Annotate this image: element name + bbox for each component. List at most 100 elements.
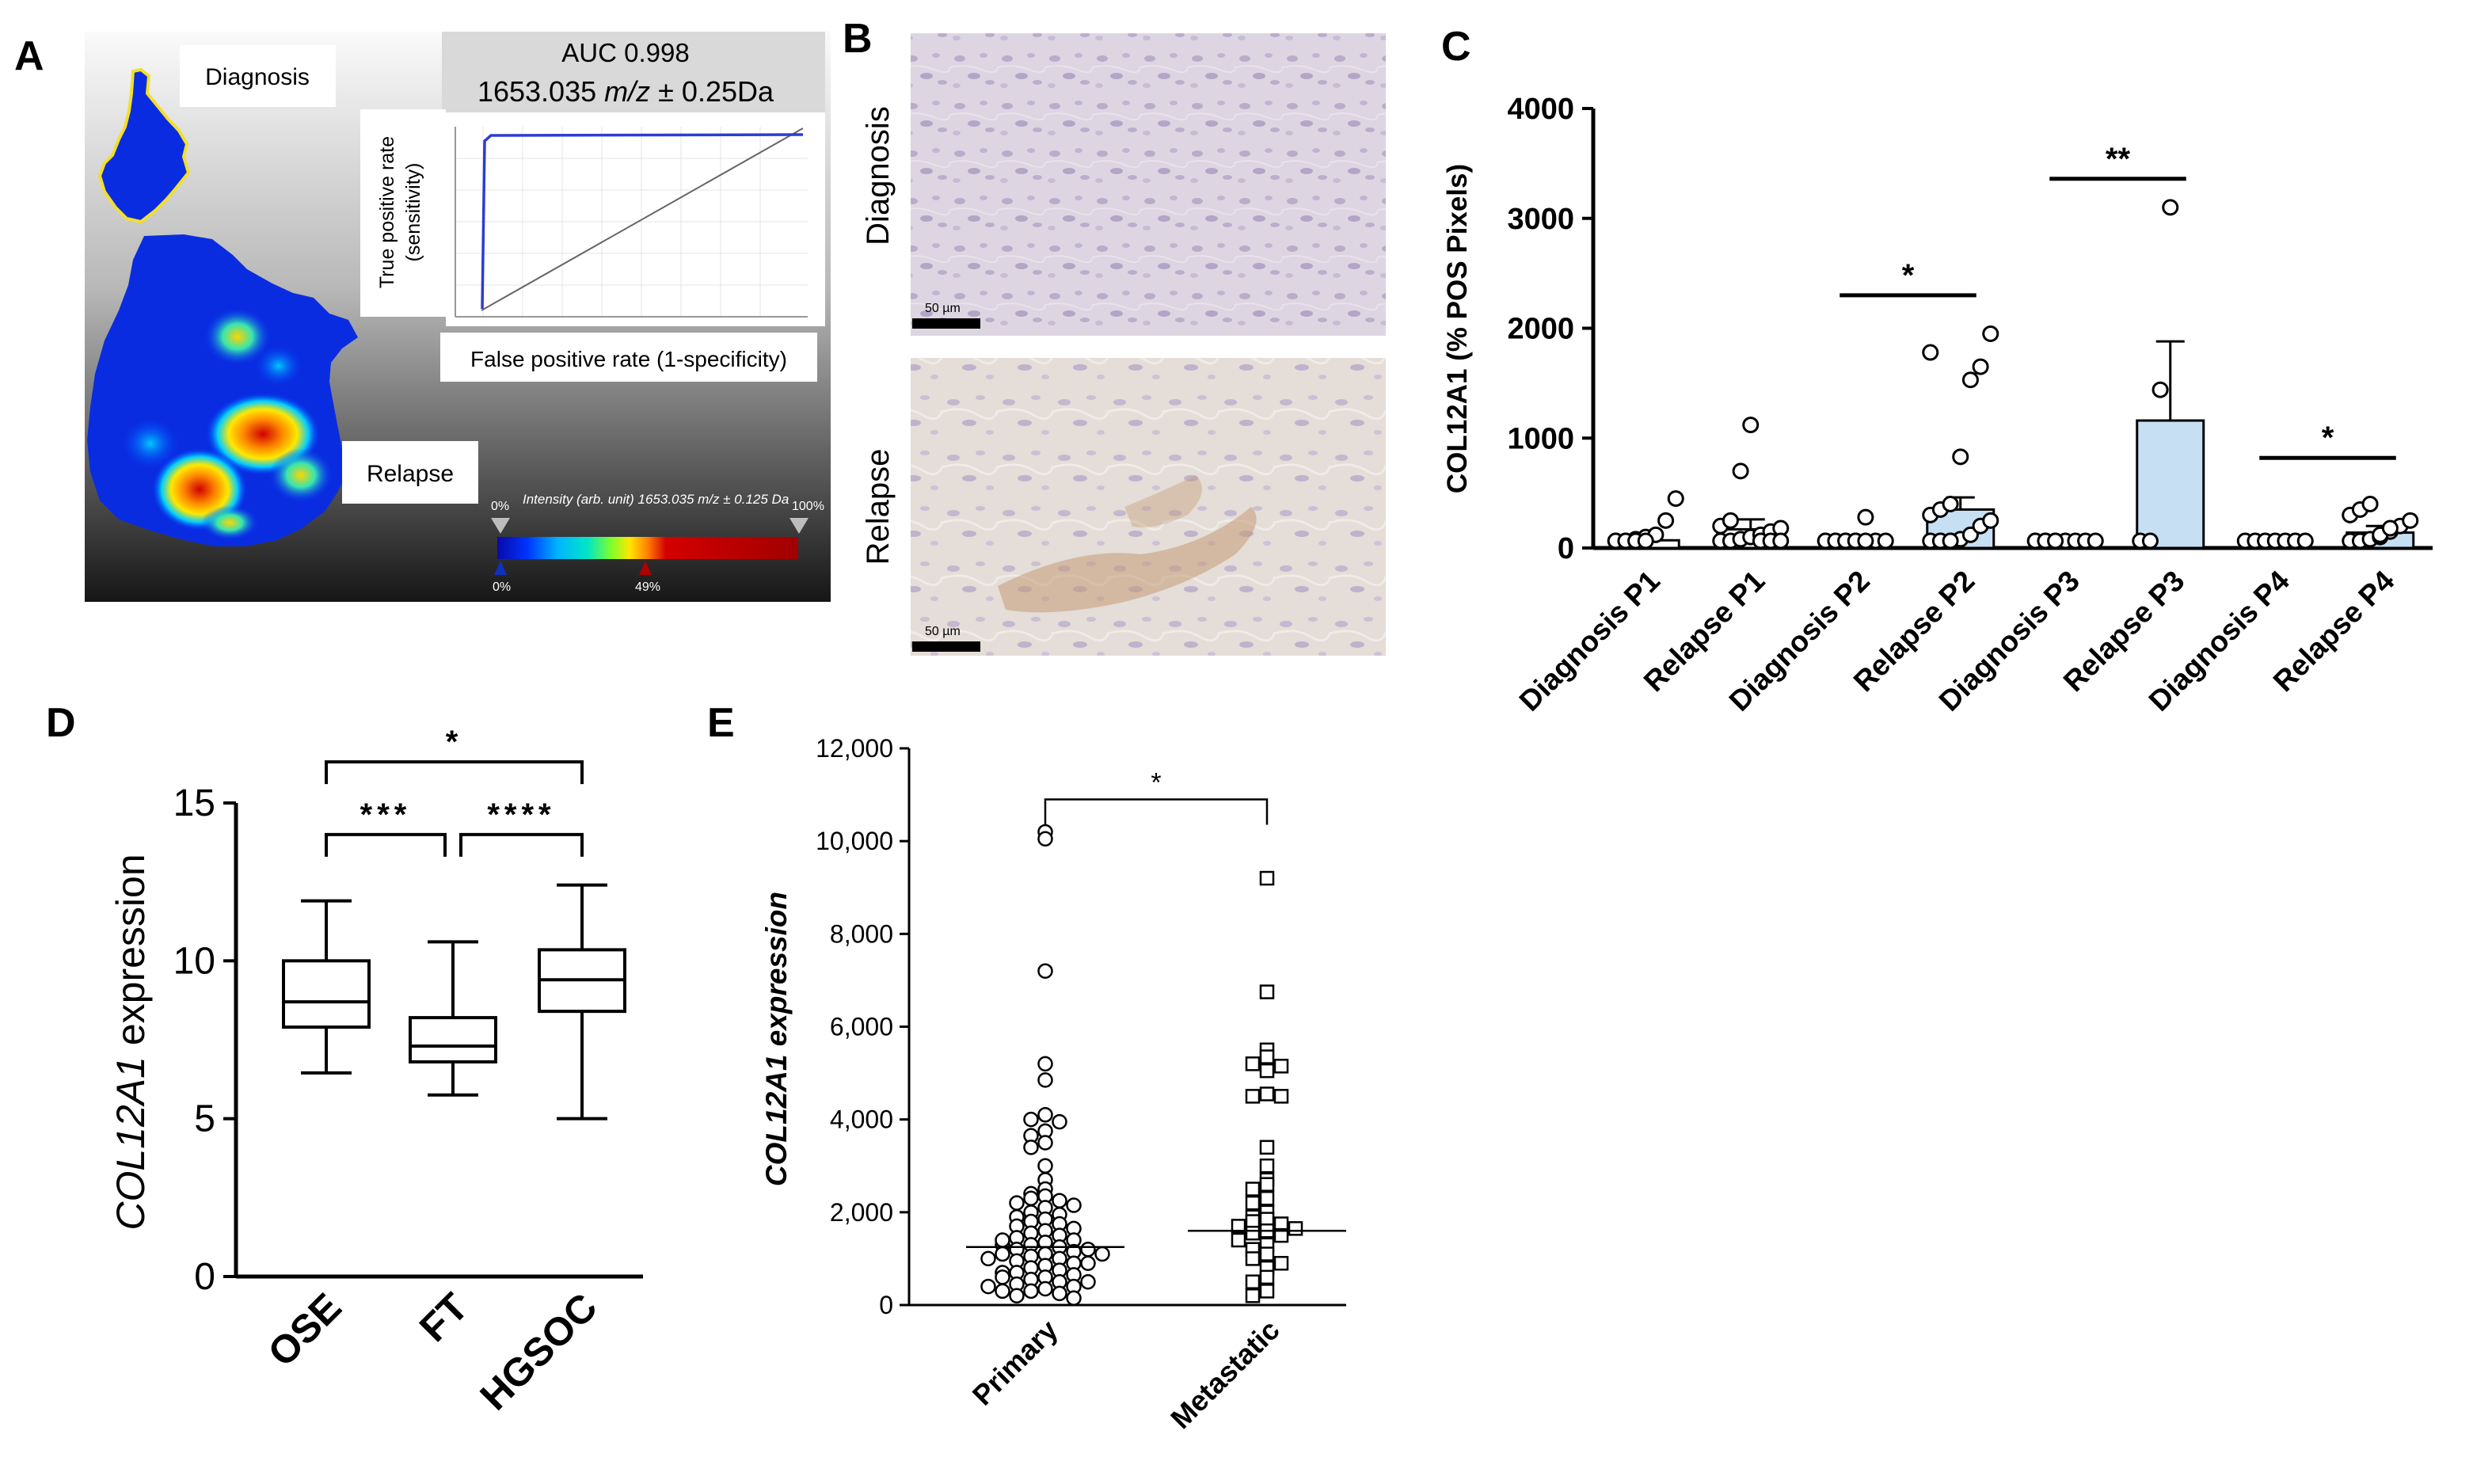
e-data-point [1023, 1283, 1039, 1299]
e-data-point [1023, 1140, 1039, 1155]
panel-e: E COL12A1 expression 0 2,000 4,000 6,000 8,0… [707, 700, 1346, 1435]
d-y-tick-label: 15 [173, 782, 215, 824]
colorbar-right-top: 100% [792, 500, 824, 513]
e-data-point [1259, 870, 1275, 886]
e-data-point [1259, 1140, 1275, 1155]
d-significance-bracket [459, 832, 584, 857]
e-data-point [995, 1283, 1010, 1299]
roc-xlabel-box [440, 333, 817, 382]
d-y-tick-label: 5 [194, 1098, 215, 1140]
colorbar-left-top: 0% [491, 500, 509, 513]
roc-xlabel: False positive rate (1-specificity) [470, 347, 787, 371]
e-y-tick-label: 12,000 [816, 734, 893, 763]
d-ylabel-gene: COL12A1 [108, 1056, 153, 1231]
e-data-point [1080, 1273, 1096, 1290]
c-data-point [2087, 532, 2104, 550]
e-data-point [1066, 1290, 1082, 1306]
histology-relapse [911, 358, 1386, 656]
d-category-label: FT [411, 1284, 477, 1350]
mz-unit: m/z [604, 75, 650, 108]
colorbar-marker-high-icon [639, 561, 652, 575]
e-data-point [1273, 1256, 1289, 1271]
e-data-point [1009, 1288, 1025, 1304]
c-data-point [2162, 199, 2179, 216]
e-significance-label: * [1151, 767, 1161, 797]
c-data-point [1961, 371, 1979, 389]
roc-diagonal [481, 127, 804, 311]
e-data-point [1231, 1232, 1246, 1248]
c-significance-label: ** [2106, 142, 2131, 177]
c-y-tick-label: 2000 [1507, 313, 1574, 346]
e-y-tick-label: 2,000 [830, 1198, 893, 1227]
e-data-point [1052, 1193, 1067, 1208]
e-data-point [1009, 1195, 1025, 1211]
c-data-point [2361, 496, 2379, 512]
scalebar-bottom [912, 641, 980, 652]
e-data-point [1245, 1274, 1261, 1289]
panel-letter-e: E [707, 700, 735, 746]
e-data-point [1245, 1056, 1261, 1071]
colorbar-left-handle[interactable] [491, 518, 510, 534]
c-data-point [1722, 512, 1739, 529]
e-data-point [1052, 1113, 1067, 1130]
d-ylabel: COL12A1 expression [108, 854, 153, 1230]
colorbar-marker-high: 49% [635, 580, 660, 594]
panel-c: C COL12A1 (% POS Pixels) 0 1000 2000 3000 40… [1441, 24, 2433, 717]
e-data-point [1259, 1086, 1275, 1102]
roc-ylabel-line1: True positive rate [376, 136, 398, 288]
e-significance-bracket [1044, 798, 1269, 825]
e-data-point [1245, 1225, 1261, 1241]
label-b-diagnosis: Diagnosis [861, 106, 896, 245]
e-data-point [1259, 984, 1275, 999]
c-data-point [1972, 358, 1989, 375]
c-data-point [1877, 532, 1894, 550]
e-data-point [1245, 1288, 1261, 1303]
hotspot [201, 505, 258, 540]
d-ylabel-suffix: expression [108, 854, 153, 1056]
e-data-point [1273, 1227, 1289, 1243]
e-data-point [1037, 1056, 1053, 1072]
e-y-tick-label: 4,000 [830, 1105, 893, 1134]
e-category-label: Metastatic [1164, 1314, 1285, 1435]
c-data-point [2141, 532, 2159, 550]
c-y-tick-label: 0 [1558, 532, 1574, 565]
d-category-label: OSE [260, 1284, 350, 1375]
c-y-tick-label: 4000 [1507, 93, 1574, 126]
c-data-point [1857, 508, 1874, 526]
c-data-point [2402, 512, 2419, 529]
e-data-point [1288, 1221, 1303, 1236]
roc-inset-header [442, 32, 825, 112]
e-data-point [1066, 1197, 1082, 1213]
e-data-point [1037, 1158, 1053, 1174]
e-data-point [980, 1278, 996, 1295]
c-data-point [1952, 448, 1969, 466]
c-data-point [1961, 526, 1979, 543]
label-relapse: Relapse [367, 461, 454, 487]
c-data-point [1657, 512, 1675, 529]
e-data-point [1037, 1135, 1053, 1151]
c-data-point [1637, 532, 1654, 550]
panel-b: B 50 µm 50 µm Diagnosis Relapse [843, 16, 1386, 656]
roc-curve [481, 133, 804, 310]
e-data-point [1037, 1280, 1053, 1297]
c-data-point [1922, 344, 1939, 361]
hotspot [269, 448, 333, 502]
c-data-point [1857, 532, 1874, 550]
e-y-tick-label: 6,000 [830, 1013, 893, 1041]
e-ylabel: COL12A1 expression [760, 892, 793, 1186]
e-y-tick-label: 8,000 [830, 919, 893, 948]
label-relapse-box [342, 441, 478, 504]
e-data-point [1273, 1059, 1289, 1074]
e-data-point [1245, 1251, 1261, 1266]
colorbar-marker-low: 0% [493, 580, 511, 594]
e-data-point [1259, 1246, 1275, 1261]
c-significance-label: * [2322, 420, 2334, 455]
e-data-point [980, 1250, 996, 1267]
label-diagnosis: Diagnosis [205, 64, 310, 90]
e-data-point [1023, 1111, 1039, 1128]
colorbar-right-handle[interactable] [789, 518, 808, 534]
e-data-point [995, 1269, 1010, 1285]
scalebar-top [912, 318, 980, 329]
